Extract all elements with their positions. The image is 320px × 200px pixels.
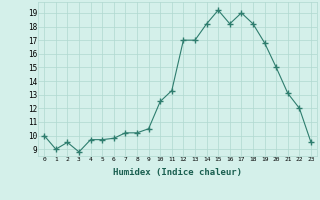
X-axis label: Humidex (Indice chaleur): Humidex (Indice chaleur): [113, 168, 242, 177]
